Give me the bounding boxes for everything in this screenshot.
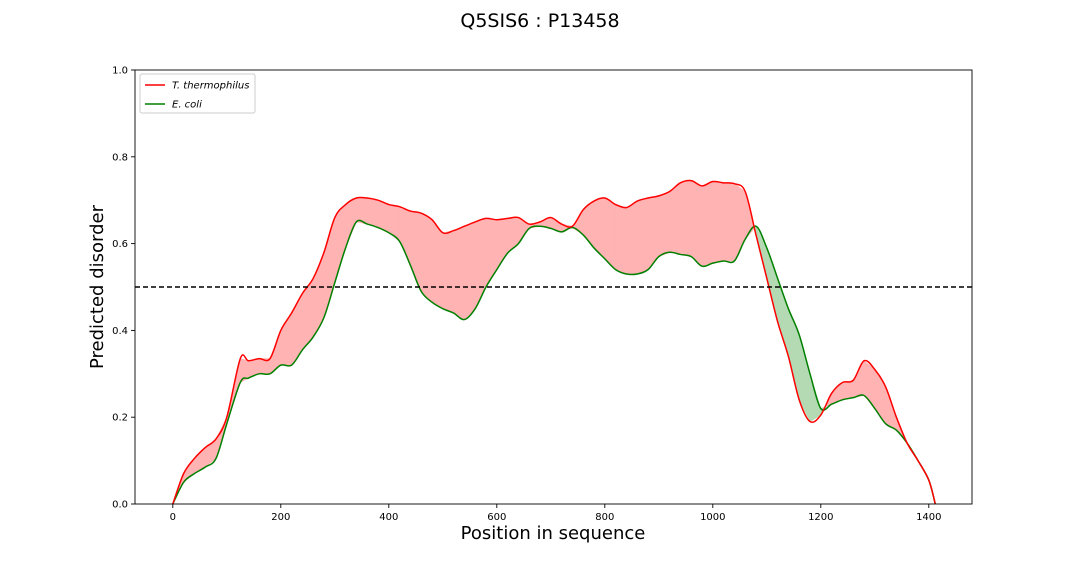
fill-segment	[690, 180, 703, 267]
y-tick-label: 0.0	[112, 500, 128, 511]
y-axis-title: Predicted disorder	[87, 204, 108, 369]
fill-segment	[842, 379, 854, 401]
fill-segment	[885, 386, 897, 431]
fill-segment	[420, 212, 433, 303]
fill-segment	[464, 221, 476, 321]
legend-label: T. thermophilus	[172, 81, 249, 92]
fill-segment	[701, 181, 714, 267]
y-tick-label: 0.2	[112, 413, 128, 424]
y-axis-ticks: 0.0 0.2 0.4 0.6 0.8 1.0	[112, 66, 135, 511]
chart-title: Q5SIS6 : P13458	[460, 10, 619, 32]
fill-segment	[442, 230, 454, 314]
fill-segment	[798, 334, 811, 422]
fill-segment	[723, 182, 735, 262]
fill-segment	[366, 197, 379, 228]
y-tick-label: 1.0	[112, 66, 128, 77]
fill-segment	[431, 218, 444, 310]
fill-segment	[474, 218, 487, 309]
legend: T. thermophilus E. coli	[139, 73, 256, 114]
y-tick-label: 0.4	[112, 326, 128, 337]
fill-segment	[334, 203, 346, 283]
fill-segment	[777, 278, 789, 357]
x-tick-label: 800	[595, 512, 614, 523]
x-tick-label: 1200	[808, 512, 833, 523]
fill-segment	[636, 197, 649, 275]
fill-segment	[712, 181, 724, 264]
fill-segment	[453, 225, 465, 321]
fill-segment	[399, 206, 411, 266]
x-tick-label: 400	[379, 512, 398, 523]
y-tick-label: 0.8	[112, 152, 128, 163]
fill-segment	[680, 180, 692, 257]
series-lines	[172, 179, 937, 505]
fill-segment	[604, 197, 616, 271]
x-axis-ticks: 0 200 400 600 800 1000 1200 1400	[170, 504, 942, 523]
y-tick-label: 0.6	[112, 239, 128, 250]
fill-segment	[658, 191, 670, 258]
fill-segment	[669, 182, 681, 255]
x-axis-title: Position in sequence	[461, 523, 646, 544]
x-tick-label: 200	[271, 512, 290, 523]
fill-segment	[615, 204, 627, 275]
plot-frame	[134, 69, 973, 505]
x-tick-label: 0	[170, 512, 176, 523]
fill-segment	[269, 330, 282, 375]
series-line-e-coli	[172, 219, 937, 505]
x-tick-label: 600	[487, 512, 506, 523]
x-tick-label: 1000	[700, 512, 725, 523]
fill-segment	[626, 200, 638, 275]
x-tick-label: 1400	[916, 512, 941, 523]
legend-box	[139, 73, 256, 114]
series-line-t-thermophilus	[172, 179, 937, 505]
legend-label: E. coli	[172, 100, 202, 111]
